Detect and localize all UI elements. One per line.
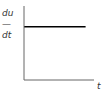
svg-text:t: t [97, 81, 98, 91]
svg-text:du—dt: du—dt [8, 8, 14, 40]
